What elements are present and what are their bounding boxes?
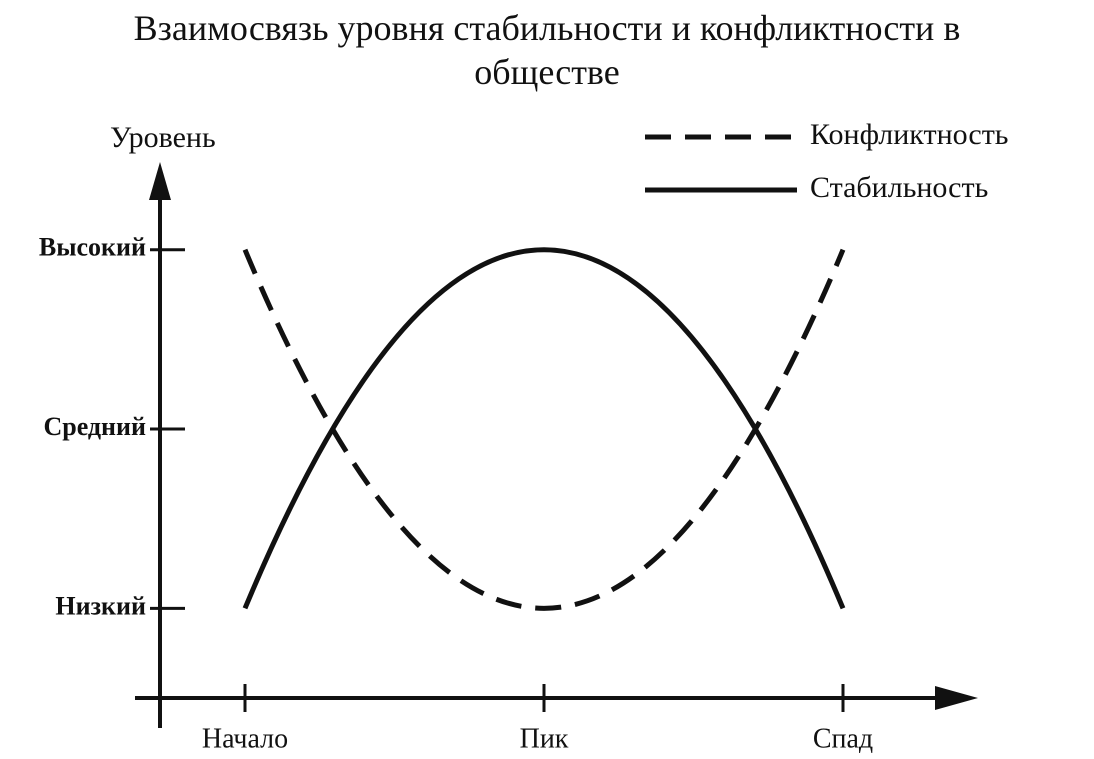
x-tick-label: Пик [520, 723, 569, 754]
y-tick-label: Средний [43, 412, 146, 441]
x-tick-label: Начало [202, 723, 288, 754]
series-line [242, 248, 846, 611]
x-axis-arrow [935, 686, 978, 710]
legend-label: Конфликтность [810, 118, 1009, 151]
y-axis-arrow [149, 162, 171, 200]
x-tick-label: Спад [813, 723, 873, 754]
y-tick-label: Высокий [39, 233, 146, 262]
legend-label: Стабильность [810, 171, 988, 204]
y-tick-label: Низкий [55, 591, 146, 620]
series-line [242, 247, 846, 610]
chart-title: Взаимосвязь уровня стабильности и конфли… [133, 8, 961, 92]
y-axis-label: Уровень [110, 121, 216, 154]
